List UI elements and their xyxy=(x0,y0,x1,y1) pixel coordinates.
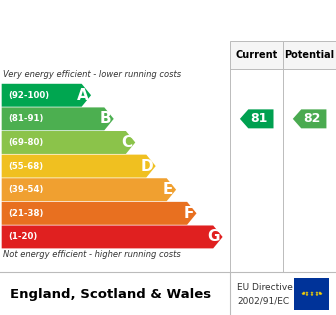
Text: A: A xyxy=(77,88,88,103)
Text: (69-80): (69-80) xyxy=(8,138,44,147)
Polygon shape xyxy=(293,109,327,128)
Text: England, Scotland & Wales: England, Scotland & Wales xyxy=(10,288,211,301)
Text: ★: ★ xyxy=(319,292,323,296)
Text: ★: ★ xyxy=(301,292,305,296)
Text: C: C xyxy=(122,135,133,150)
Text: EU Directive: EU Directive xyxy=(237,283,293,292)
Polygon shape xyxy=(2,84,91,107)
Text: 2002/91/EC: 2002/91/EC xyxy=(237,296,289,306)
Polygon shape xyxy=(2,155,156,178)
Text: ★: ★ xyxy=(310,293,313,297)
Text: G: G xyxy=(207,229,220,244)
Text: (39-54): (39-54) xyxy=(8,185,44,194)
Text: ★: ★ xyxy=(300,292,304,296)
Text: Very energy efficient - lower running costs: Very energy efficient - lower running co… xyxy=(3,70,181,79)
Text: ★: ★ xyxy=(314,293,318,297)
Polygon shape xyxy=(2,107,114,130)
Text: Potential: Potential xyxy=(285,50,335,60)
Text: ★: ★ xyxy=(314,291,318,295)
Text: Current: Current xyxy=(236,50,278,60)
Bar xyxy=(230,41,283,69)
Text: ★: ★ xyxy=(305,291,309,295)
Text: ★: ★ xyxy=(301,291,305,295)
Polygon shape xyxy=(2,226,222,249)
Polygon shape xyxy=(2,178,176,201)
Text: (55-68): (55-68) xyxy=(8,162,44,171)
Text: Not energy efficient - higher running costs: Not energy efficient - higher running co… xyxy=(3,250,181,259)
Text: B: B xyxy=(99,112,111,126)
Text: ★: ★ xyxy=(310,291,313,295)
Text: ★: ★ xyxy=(318,292,322,296)
Bar xyxy=(283,41,336,69)
Polygon shape xyxy=(2,202,197,225)
Text: ★: ★ xyxy=(318,291,322,295)
Text: D: D xyxy=(140,158,153,174)
Text: (21-38): (21-38) xyxy=(8,209,44,218)
Text: (81-91): (81-91) xyxy=(8,114,44,123)
Text: (1-20): (1-20) xyxy=(8,232,38,241)
Text: 81: 81 xyxy=(251,112,268,125)
Text: F: F xyxy=(183,206,194,221)
Polygon shape xyxy=(2,131,135,154)
Polygon shape xyxy=(240,109,274,128)
Text: E: E xyxy=(163,182,173,197)
Text: ★: ★ xyxy=(305,293,309,297)
Bar xyxy=(294,278,329,310)
Text: (92-100): (92-100) xyxy=(8,91,49,100)
Text: Energy Efficiency Rating: Energy Efficiency Rating xyxy=(53,11,283,30)
Text: 82: 82 xyxy=(304,112,321,125)
